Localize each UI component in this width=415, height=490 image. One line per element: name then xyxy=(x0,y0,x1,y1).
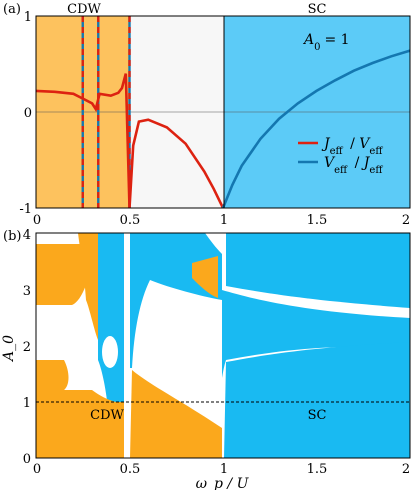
sc-region-main xyxy=(222,290,410,458)
cdw-region-top-left xyxy=(36,244,96,305)
ytick-0: 0 xyxy=(24,106,32,121)
panel-a-cdw-label: CDW xyxy=(67,2,101,17)
panel-b-frame xyxy=(35,232,411,459)
panel-b-cdw-label: CDW xyxy=(90,408,124,423)
panel-b-y-ticks: 0 1 2 3 4 xyxy=(23,228,31,467)
legend-entry-red: Jeff / Veff xyxy=(321,136,383,157)
param-label: A0 = 1 xyxy=(302,32,350,53)
panel-a: 1 0 -1 0 0.5 1 1.5 2 (a) CDW SC A0 = 1 Je… xyxy=(3,2,411,228)
ytick-b-3: 3 xyxy=(23,284,31,299)
xtick-b-0.5: 0.5 xyxy=(120,462,141,477)
ytick-b-2: 2 xyxy=(23,340,31,355)
xtick-0: 0 xyxy=(33,213,41,228)
sc-region-upper-right xyxy=(226,233,410,308)
ytick-minus-1: -1 xyxy=(19,202,32,217)
xtick-b-1.5: 1.5 xyxy=(307,462,328,477)
ytick-b-1: 1 xyxy=(23,396,31,411)
cdw-region-upper-center xyxy=(78,233,98,340)
panel-b-label: (b) xyxy=(3,229,21,244)
panel-a-plot-area xyxy=(36,16,410,208)
sc-region-lower-right xyxy=(224,342,410,458)
panel-b: 0 1 2 3 4 0 0.5 1 1.5 2 (b) ω_p / U A_0 … xyxy=(1,228,411,490)
jeff-over-veff-curve xyxy=(36,73,225,208)
xtick-2: 2 xyxy=(402,213,410,228)
white-band-upper xyxy=(36,305,96,348)
xtick-b-2: 2 xyxy=(402,462,410,477)
panel-a-frame xyxy=(35,15,411,209)
xtick-b-1: 1 xyxy=(220,462,228,477)
xtick-1: 1 xyxy=(220,213,228,228)
xtick-b-0: 0 xyxy=(33,462,41,477)
panel-b-x-ticks: 0 0.5 1 1.5 2 xyxy=(33,462,410,477)
cdw-region-lower-center xyxy=(130,370,222,458)
white-pocket xyxy=(102,336,118,368)
ytick-1: 1 xyxy=(24,10,32,25)
ytick-b-4: 4 xyxy=(23,228,31,243)
cdw-region-small-left xyxy=(36,360,69,390)
xtick-0.5: 0.5 xyxy=(120,213,141,228)
legend: Jeff / Veff Veff / Jeff xyxy=(298,136,383,176)
x-axis-label: ω_p / U xyxy=(196,476,250,490)
panel-a-y-ticks: 1 0 -1 xyxy=(19,10,32,217)
y-axis-label: A_0 xyxy=(1,335,17,363)
phase-diagram xyxy=(36,233,410,458)
ytick-b-0: 0 xyxy=(23,452,31,467)
veff-over-jeff-curve xyxy=(221,49,410,208)
xtick-1.5: 1.5 xyxy=(307,213,328,228)
cdw-region-right-edge xyxy=(192,256,218,298)
panel-a-sc-label: SC xyxy=(308,2,327,17)
panel-b-sc-label: SC xyxy=(308,408,327,423)
panel-a-label: (a) xyxy=(3,2,21,17)
legend-entry-blue: Veff / Jeff xyxy=(324,155,383,176)
cdw-region-bottom xyxy=(36,390,124,458)
panel-a-x-ticks: 0 0.5 1 1.5 2 xyxy=(33,213,410,228)
